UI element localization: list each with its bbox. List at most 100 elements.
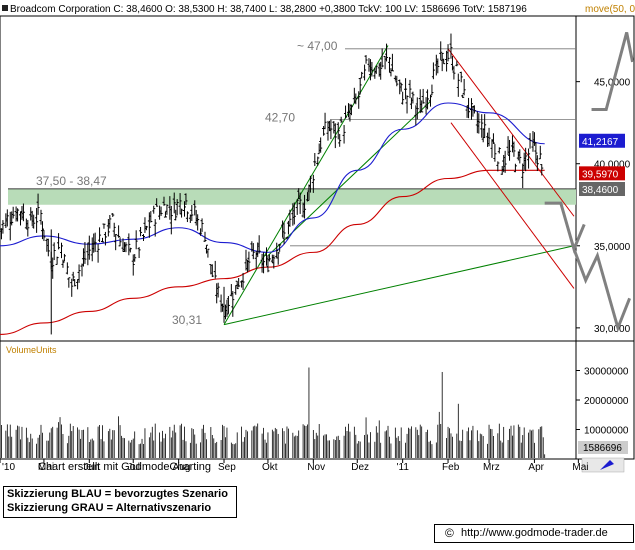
price-bar [106,218,110,237]
price-bar [288,209,292,227]
navigator-icon-arrow[interactable] [600,460,614,470]
price-bar [108,214,112,229]
price-bar [200,218,204,232]
price-bar [98,227,102,243]
price-bar [139,226,143,237]
price-bar [96,244,100,263]
price-bar [313,153,317,167]
price-bar [172,192,176,214]
price-bar [497,147,501,154]
price-bar [102,223,106,229]
price-bar [411,91,415,104]
price-bar [16,208,20,222]
price-bar [39,209,43,225]
source-url[interactable]: http://www.godmode-trader.de [461,527,608,539]
header-title: Broadcom Corporation C: 38,4600 O: 38,53… [10,4,527,15]
price-bar [87,235,91,260]
price-bar [155,198,159,207]
date-tick-label: Mrz [483,462,500,473]
price-bar [508,139,512,161]
price-bar [144,225,148,231]
price-bar [35,207,39,233]
price-bar [420,100,424,113]
price-bar [70,278,74,297]
price-bar [462,78,466,96]
price-bar [73,279,77,287]
price-bar [159,206,163,216]
source-link[interactable]: © http://www.godmode-trader.de [434,524,634,543]
price-bar [426,89,430,110]
price-bar [55,256,59,265]
price-bar [469,98,473,120]
price-bar [524,147,528,172]
price-bar [193,200,197,216]
price-bar [436,58,440,74]
price-bar [199,228,203,236]
price-bar [111,213,115,217]
price-bar [431,62,435,80]
price-bar [308,175,312,193]
price-bar [379,61,383,80]
price-bar [440,52,444,72]
price-bar [452,65,456,80]
price-bar [52,242,56,261]
price-bar [5,209,9,227]
price-bar [385,43,389,62]
price-bar [114,233,118,251]
date-tick-label: Aug [173,462,191,473]
header-ma-label: move(50, 0) [585,4,635,15]
price-bar [141,234,145,241]
price-bar [360,71,364,79]
volume-last-badge-bg [578,441,628,454]
price-bar [408,79,412,99]
price-bar [267,254,271,262]
legend-blue: Skizzierung BLAU = bevorzugtes Szenario [7,488,228,500]
navigator-icon-bg[interactable] [581,457,625,473]
price-bar [174,209,178,221]
navigator-icon[interactable] [581,457,625,473]
trendline-0 [223,45,389,325]
price-bar [538,145,542,160]
date-tick-label: Dez [351,462,369,473]
price-bar [442,58,446,65]
price-bar [316,156,320,166]
price-bar [503,150,507,173]
volume-panel-title: VolumeUnits [6,345,57,355]
price-bar [278,243,282,252]
date-tick-label: Sep [218,462,236,473]
price-bar [527,148,531,169]
price-bar [467,97,471,119]
price-bar [344,105,348,119]
price-bar [364,55,368,64]
price-bar [399,82,403,92]
price-bar [21,203,25,222]
price-badge-label: 38,4600 [582,185,619,196]
price-badge-bg [579,182,625,197]
date-tick-label: Apr [528,462,544,473]
price-bar [472,105,476,114]
price-bar [169,205,173,235]
price-bar [461,94,465,99]
price-bar [363,64,367,81]
volume-last-value: 1586696 [583,443,622,454]
price-bar [237,277,241,288]
price-bar [67,277,71,288]
price-bar [185,211,189,223]
price-bar [112,222,116,237]
price-bar [349,104,353,116]
price-bar [480,114,484,138]
price-bar [521,163,525,189]
price-bar [124,242,128,253]
price-bar [178,193,182,215]
scenario-gray-path [544,201,632,333]
price-bar [210,264,214,278]
price-bar [203,231,207,242]
price-bar [225,299,229,317]
price-bar [127,233,131,256]
trendline-3 [447,48,575,217]
header: Broadcom Corporation C: 38,4600 O: 38,53… [2,4,635,15]
price-bar [266,255,270,273]
price-bar [512,141,516,157]
price-bar [196,214,200,231]
